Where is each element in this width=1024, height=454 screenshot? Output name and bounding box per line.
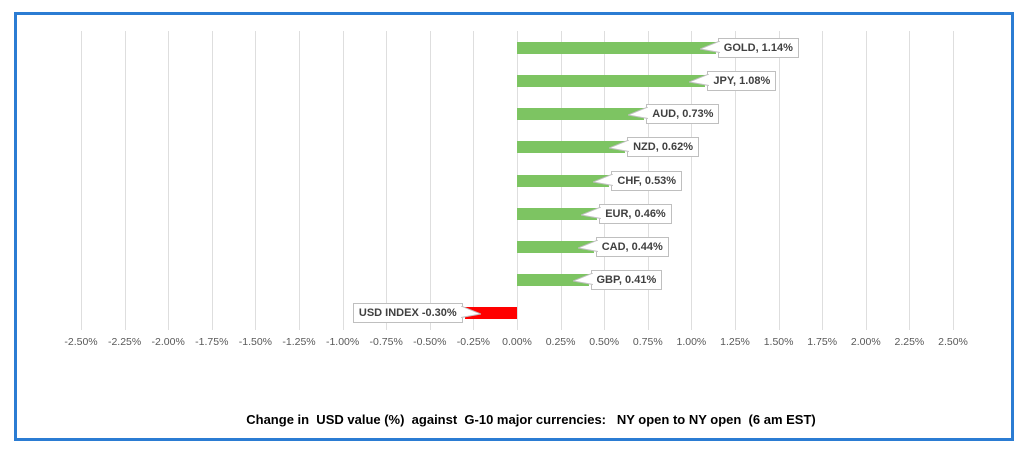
- axis-tick-label: -0.25%: [456, 336, 491, 348]
- axis-tick-label: -1.00%: [325, 336, 360, 348]
- bar-chf: [517, 174, 610, 187]
- gridline: [81, 31, 82, 330]
- gridline: [124, 31, 126, 330]
- data-label-gbp: GBP, 0.41%: [590, 270, 663, 291]
- data-label-eur: EUR, 0.46%: [599, 203, 672, 224]
- gridline: [822, 31, 824, 330]
- bar-jpy: [517, 74, 706, 87]
- gridline: [429, 31, 431, 330]
- axis-tick-label: 1.50%: [763, 336, 794, 348]
- callout-leader-icon: [628, 106, 649, 120]
- data-label-usd-index: USD INDEX -0.30%: [352, 303, 463, 324]
- axis-tick-label: -2.25%: [107, 336, 142, 348]
- gridline: [473, 31, 475, 330]
- data-label-cad: CAD, 0.44%: [595, 236, 669, 257]
- axis-tick-label: 2.00%: [850, 336, 881, 348]
- gridline: [299, 31, 300, 330]
- gridline: [342, 31, 344, 330]
- axis-tick-label: 2.50%: [938, 336, 968, 348]
- gridline: [865, 31, 867, 330]
- bar-gold: [517, 41, 716, 54]
- callout-leader-icon: [460, 305, 481, 319]
- bar-eur: [517, 207, 598, 220]
- axis-tick-label: -2.50%: [64, 336, 98, 348]
- gridline: [691, 31, 693, 330]
- gridline: [735, 31, 736, 330]
- gridline: [953, 31, 954, 330]
- gridline: [168, 31, 170, 330]
- axis-tick-label: -1.50%: [238, 336, 273, 348]
- axis-tick-label: 1.75%: [807, 336, 838, 348]
- callout-leader-icon: [581, 206, 602, 219]
- bar-aud: [517, 108, 645, 121]
- axis-tick-label: -0.50%: [413, 336, 447, 348]
- axis-tick-label: 0.75%: [632, 336, 663, 348]
- gridline: [255, 31, 257, 330]
- data-label-jpy: JPY, 1.08%: [707, 70, 777, 91]
- gridline: [386, 31, 388, 330]
- callout-leader-icon: [608, 139, 630, 153]
- gridline: [211, 31, 213, 330]
- data-label-chf: CHF, 0.53%: [611, 170, 683, 191]
- gridline: [909, 31, 911, 330]
- axis-tick-label: 1.25%: [720, 336, 750, 348]
- axis-tick-label: 0.25%: [545, 336, 576, 348]
- bar-nzd: [517, 141, 626, 154]
- axis-tick-label: 1.00%: [676, 336, 707, 348]
- axis-tick-label: 0.00%: [502, 336, 532, 348]
- axis-tick-label: 0.50%: [589, 336, 620, 348]
- data-label-aud: AUD, 0.73%: [646, 104, 720, 125]
- axis-tick-label: -1.25%: [282, 336, 316, 348]
- bar-gbp: [517, 274, 589, 287]
- callout-leader-icon: [689, 73, 710, 86]
- callout-leader-icon: [699, 40, 720, 53]
- axis-tick-label: -2.00%: [151, 336, 185, 348]
- axis-tick-label: -0.75%: [369, 336, 403, 348]
- callout-leader-icon: [572, 272, 593, 286]
- data-label-nzd: NZD, 0.62%: [627, 137, 700, 158]
- axis-tick-label: -1.75%: [195, 336, 229, 348]
- bar-cad: [517, 240, 594, 253]
- chart-frame: GOLD, 1.14% JPY, 1.08% AUD, 0.73% NZD, 0.62…: [14, 12, 1014, 441]
- gridline: [778, 31, 780, 330]
- data-label-gold: GOLD, 1.14%: [717, 37, 799, 58]
- axis-tick-label: 2.25%: [894, 336, 925, 348]
- callout-leader-icon: [577, 239, 598, 252]
- bar-usd-index: [464, 307, 517, 320]
- chart-title: Change in USD value (%) against G-10 maj…: [246, 412, 816, 427]
- callout-leader-icon: [593, 173, 614, 186]
